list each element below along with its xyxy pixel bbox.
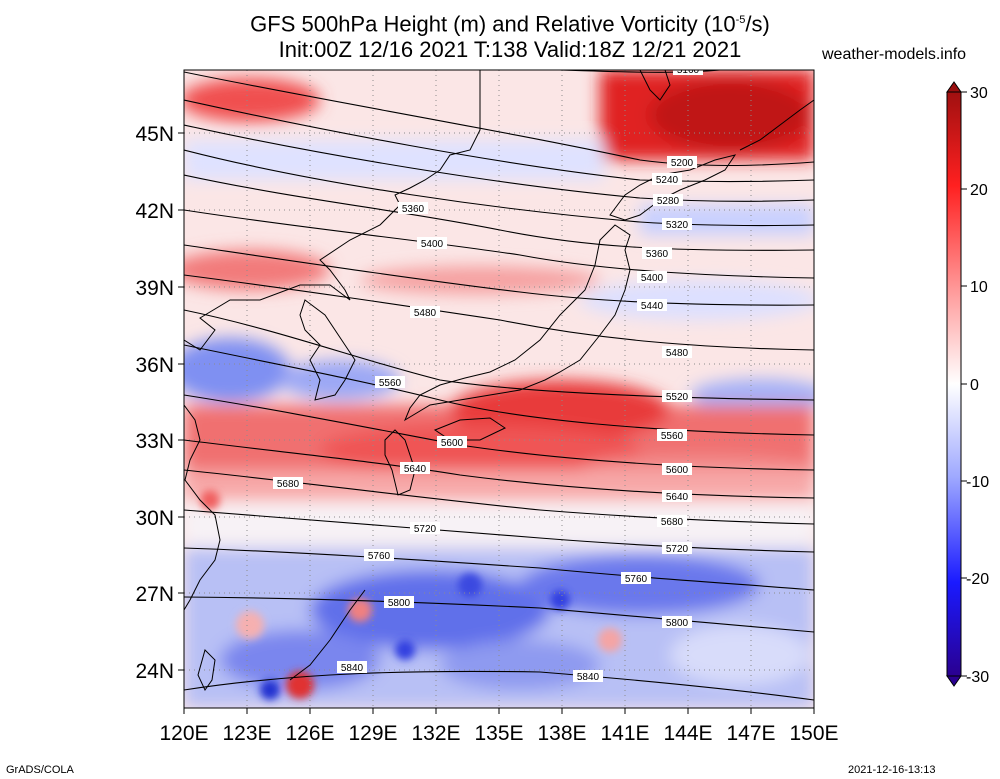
contour-label: 5360: [402, 204, 425, 215]
coast-honshu: [403, 224, 631, 422]
contour-label: 5320: [666, 220, 689, 231]
colorbar-label: -10: [966, 474, 989, 491]
contour-label: 5520: [666, 392, 689, 403]
coast-asia: [184, 70, 481, 351]
contour-label: 5560: [661, 431, 684, 442]
contour-label: 5400: [641, 273, 664, 284]
lon-label: 147E: [726, 722, 775, 745]
contour-label: 5800: [666, 618, 689, 629]
lat-label: 33N: [135, 430, 174, 453]
contour-label: 5680: [661, 517, 684, 528]
lat-labels: 45N 42N 39N 36N 33N 30N 27N 24N: [135, 123, 174, 683]
coast-kyushu: [384, 429, 416, 496]
credit-text: weather-models.info: [822, 46, 967, 63]
contour-5760: [184, 547, 814, 591]
lat-label: 30N: [135, 507, 174, 530]
contour-label: 5360: [646, 249, 669, 260]
lat-label: 27N: [135, 583, 174, 606]
contour-5160: [559, 70, 721, 73]
coast-ryukyu: [289, 589, 366, 681]
vorticity-field: 5160 5200 5240 5280 5320 5360 5360 5400 …: [184, 65, 814, 708]
contour-label: 5200: [671, 158, 694, 169]
colorbar: 30 20 10 0 -10 -20 -30: [946, 81, 989, 687]
contour-label: 5240: [656, 175, 679, 186]
contour-label: 5720: [414, 524, 437, 535]
lat-label: 42N: [135, 200, 174, 223]
contour-label: 5800: [388, 598, 411, 609]
lon-label: 138E: [537, 722, 586, 745]
map-title: GFS 500hPa Height (m) and Relative Vorti…: [250, 11, 770, 37]
lon-label: 123E: [222, 722, 271, 745]
contour-label: 5600: [441, 438, 464, 449]
lat-label: 45N: [135, 123, 174, 146]
coast-hokkaido: [609, 154, 737, 221]
lon-label: 126E: [285, 722, 334, 745]
contour-5240: [184, 99, 814, 183]
contour-label: 5160: [677, 65, 700, 76]
contour-5800: [184, 596, 814, 633]
lat-label: 24N: [135, 660, 174, 683]
lon-label: 132E: [411, 722, 460, 745]
contour-label: 5720: [666, 544, 689, 555]
contour-label: 5840: [577, 672, 600, 683]
lat-label: 39N: [135, 277, 174, 300]
contour-5360: [184, 174, 814, 251]
footer-timestamp: 2021-12-16-13:13: [848, 764, 936, 776]
contour-label: 5600: [666, 465, 689, 476]
colorbar-bottom-arrow: [946, 675, 962, 687]
contour-label: 5400: [421, 239, 444, 250]
contour-5480: [184, 274, 814, 351]
colorbar-label: -30: [966, 669, 989, 686]
colorbar-scale: [946, 91, 962, 677]
contour-label: 5680: [277, 479, 300, 490]
coastlines: [184, 70, 814, 691]
contour-label: 5840: [341, 663, 364, 674]
contour-label: 5560: [379, 378, 402, 389]
lat-label: 36N: [135, 354, 174, 377]
contour-label: 5640: [404, 464, 427, 475]
contour-5840: [184, 670, 814, 701]
lon-labels: 120E 123E 126E 129E 132E 135E 138E 141E …: [159, 722, 838, 745]
lon-label: 129E: [348, 722, 397, 745]
coast-china-east: [184, 404, 221, 611]
colorbar-label: 0: [970, 377, 979, 394]
contour-label: 5640: [666, 492, 689, 503]
contour-5320: [184, 149, 814, 227]
coast-korea: [299, 299, 356, 401]
contour-5200: [184, 71, 814, 167]
graticule: [184, 70, 814, 708]
contour-label: 5480: [414, 308, 437, 319]
contour-label: 5440: [641, 301, 664, 312]
colorbar-label: -20: [966, 571, 989, 588]
colorbar-top-arrow: [946, 81, 962, 93]
coast-kurils: [739, 99, 814, 151]
contour-5440: [184, 244, 814, 306]
contour-5400: [184, 209, 814, 279]
contour-label: 5760: [625, 574, 648, 585]
coast-sakhalin: [639, 70, 671, 101]
contour-label: 5280: [657, 196, 680, 207]
contour-5640: [184, 439, 814, 499]
lon-label: 150E: [789, 722, 838, 745]
colorbar-label: 10: [970, 279, 988, 296]
footer-software: GrADS/COLA: [6, 764, 74, 776]
lon-label: 141E: [600, 722, 649, 745]
colorbar-label: 20: [970, 182, 988, 199]
coast-taiwan: [197, 649, 216, 691]
contour-label: 5760: [368, 551, 391, 562]
contour-label: 5480: [666, 348, 689, 359]
axis-ticks: [178, 132, 815, 714]
lon-label: 120E: [159, 722, 208, 745]
contour-labels: 5160 5200 5240 5280 5320 5360 5360 5400 …: [273, 65, 703, 683]
colorbar-label: 30: [970, 85, 988, 102]
contour-5280: [184, 124, 814, 202]
lon-label: 144E: [663, 722, 712, 745]
map-subtitle: Init:00Z 12/16 2021 T:138 Valid:18Z 12/2…: [278, 37, 742, 62]
lon-label: 135E: [474, 722, 523, 745]
